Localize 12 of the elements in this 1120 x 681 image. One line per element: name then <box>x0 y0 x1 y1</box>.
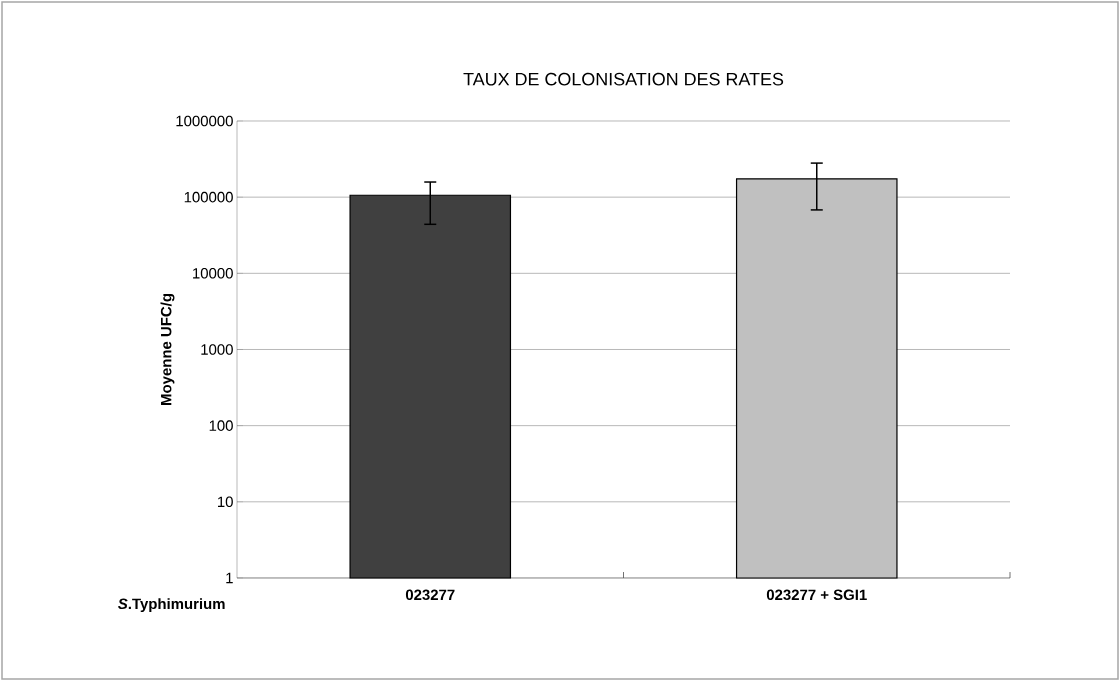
y-tick-label: 10000 <box>193 268 233 279</box>
x-axis-title: S.Typhimurium <box>118 598 225 613</box>
y-axis-title: Moyenne UFC/g <box>160 294 175 405</box>
y-tick-label: 1000000 <box>176 115 233 127</box>
y-tick-label: 100000 <box>184 191 233 203</box>
y-tick-label: 10 <box>218 496 233 508</box>
y-tick-label: 1000 <box>201 344 233 355</box>
y-tick-label: 100 <box>209 420 233 431</box>
x-tick-label: 023277 + SGI1 <box>766 589 867 601</box>
x-tick-label: 023277 <box>405 589 455 601</box>
y-tick-label: 1 <box>226 572 233 584</box>
chart-title: TAUX DE COLONISATION DES RATES <box>463 72 784 86</box>
